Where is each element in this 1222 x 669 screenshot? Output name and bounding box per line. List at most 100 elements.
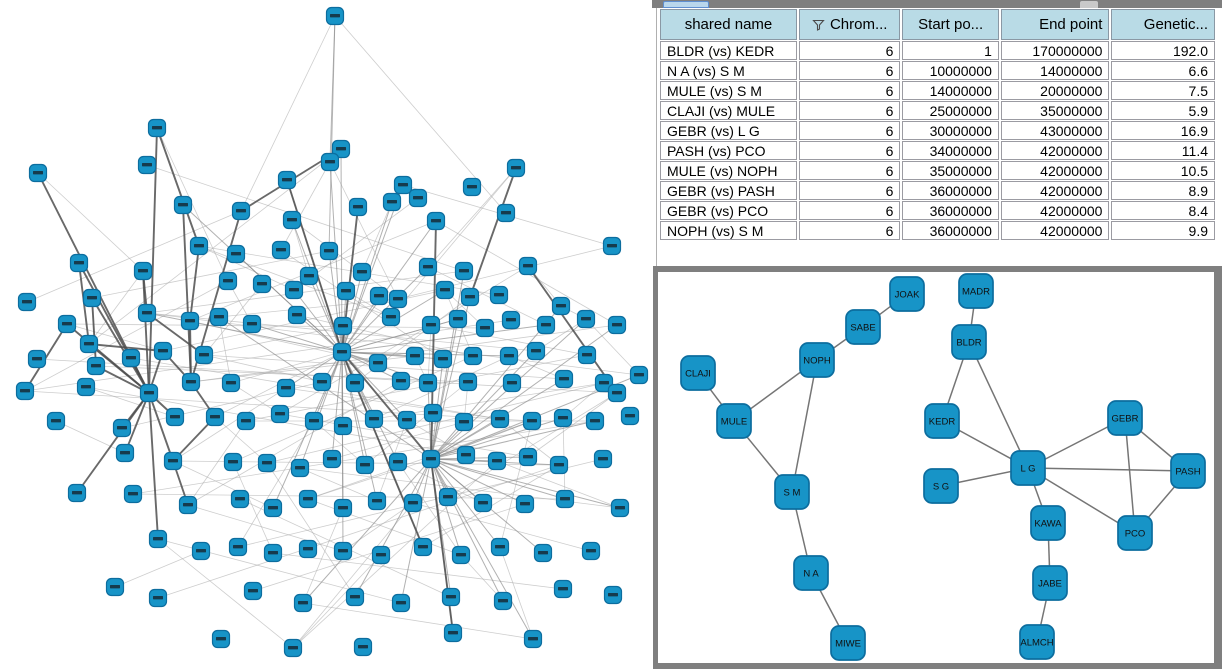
table-cell[interactable]: 16.9 [1111,121,1215,140]
network-node[interactable] [352,262,372,282]
network-node[interactable] [147,118,167,138]
network-node[interactable] [148,529,168,549]
network-node[interactable] [581,541,601,561]
table-cell[interactable]: 43000000 [1000,121,1110,140]
network-node[interactable] [454,412,474,432]
network-node[interactable] [602,236,622,256]
network-node[interactable] [421,315,441,335]
node-shape[interactable] [793,555,829,591]
node-shape[interactable] [923,468,959,504]
network-node[interactable] [353,637,373,657]
network-node[interactable] [371,545,391,565]
table-row[interactable]: NOPH (vs) S M 6 36000000 42000000 9.9 [660,221,1215,240]
network-node[interactable] [393,175,413,195]
network-node[interactable] [490,409,510,429]
network-node[interactable] [76,377,96,397]
network-node[interactable] [553,579,573,599]
network-node[interactable] [368,353,388,373]
network-node[interactable] [388,289,408,309]
table-row[interactable]: PASH (vs) PCO 6 34000000 42000000 11.4 [660,141,1215,160]
network-node[interactable] [148,588,168,608]
node-noph[interactable]: NOPH [799,342,835,378]
table-cell[interactable]: 35000000 [1000,101,1110,120]
network-node[interactable] [499,346,519,366]
table-cell[interactable]: 35000000 [902,161,999,180]
network-node[interactable] [28,163,48,183]
table-cell[interactable]: 34000000 [902,141,999,160]
network-node[interactable] [458,372,478,392]
column-header-shared-name[interactable]: shared name [660,9,797,40]
network-node[interactable] [57,314,77,334]
network-node[interactable] [388,452,408,472]
network-node[interactable] [105,577,125,597]
table-cell[interactable]: N A (vs) S M [660,61,797,80]
subnetwork-svg[interactable]: JOAK SABE NOPH CLAJI MULE S M N A MIWE MADR BLDR K… [658,272,1214,663]
table-cell[interactable]: 1 [902,41,999,60]
network-node[interactable] [209,307,229,327]
network-node[interactable] [522,411,542,431]
node-shape[interactable] [1019,624,1055,660]
node-shape[interactable] [1030,505,1066,541]
table-cell[interactable]: MULE (vs) NOPH [660,161,797,180]
subnetwork-edge[interactable] [791,359,818,493]
network-node[interactable] [242,314,262,334]
network-node[interactable] [270,404,290,424]
network-node[interactable] [382,192,402,212]
network-node[interactable] [333,316,353,336]
network-node[interactable] [536,315,556,335]
network-node[interactable] [413,537,433,557]
network-node[interactable] [451,545,471,565]
network-node[interactable] [181,372,201,392]
network-node[interactable] [515,494,535,514]
network-node[interactable] [263,498,283,518]
node-shape[interactable] [1032,565,1068,601]
node-shape[interactable] [830,625,866,661]
node-shape[interactable] [845,309,881,345]
network-node[interactable] [287,305,307,325]
network-node[interactable] [345,587,365,607]
network-node[interactable] [456,445,476,465]
network-node[interactable] [298,539,318,559]
table-cell[interactable]: 6 [799,181,901,200]
network-node[interactable] [133,261,153,281]
subnetwork-edge[interactable] [1027,467,1136,534]
node-shape[interactable] [716,403,752,439]
network-node[interactable] [112,418,132,438]
table-cell[interactable]: GEBR (vs) PCO [660,201,797,220]
node-l-g[interactable]: L G [1010,450,1046,486]
network-node[interactable] [585,411,605,431]
table-cell[interactable]: 6 [799,221,901,240]
table-cell[interactable]: BLDR (vs) KEDR [660,41,797,60]
network-node[interactable] [322,449,342,469]
network-node[interactable] [454,261,474,281]
table-cell[interactable]: 42000000 [1000,221,1110,240]
network-node[interactable] [332,342,352,362]
network-node[interactable] [231,201,251,221]
network-node[interactable] [194,345,214,365]
network-node[interactable] [243,581,263,601]
network-node[interactable] [333,416,353,436]
node-claji[interactable]: CLAJI [680,355,716,391]
network-node[interactable] [252,274,272,294]
table-cell[interactable]: 10.5 [1111,161,1215,180]
node-s-m[interactable]: S M [774,474,810,510]
network-node[interactable] [421,449,441,469]
network-node[interactable] [165,407,185,427]
table-cell[interactable]: 14000000 [1000,61,1110,80]
network-node[interactable] [523,629,543,649]
network-node[interactable] [620,406,640,426]
table-cell[interactable]: 8.9 [1111,181,1215,200]
table-cell[interactable]: GEBR (vs) L G [660,121,797,140]
network-node[interactable] [223,452,243,472]
node-miwe[interactable]: MIWE [830,625,866,661]
network-node[interactable] [299,266,319,286]
network-node[interactable] [121,348,141,368]
network-node[interactable] [283,638,303,658]
table-cell[interactable]: 6 [799,121,901,140]
network-node[interactable] [320,152,340,172]
table-cell[interactable]: 192.0 [1111,41,1215,60]
network-node[interactable] [226,244,246,264]
network-node[interactable] [173,195,193,215]
network-node[interactable] [367,491,387,511]
node-shape[interactable] [680,355,716,391]
